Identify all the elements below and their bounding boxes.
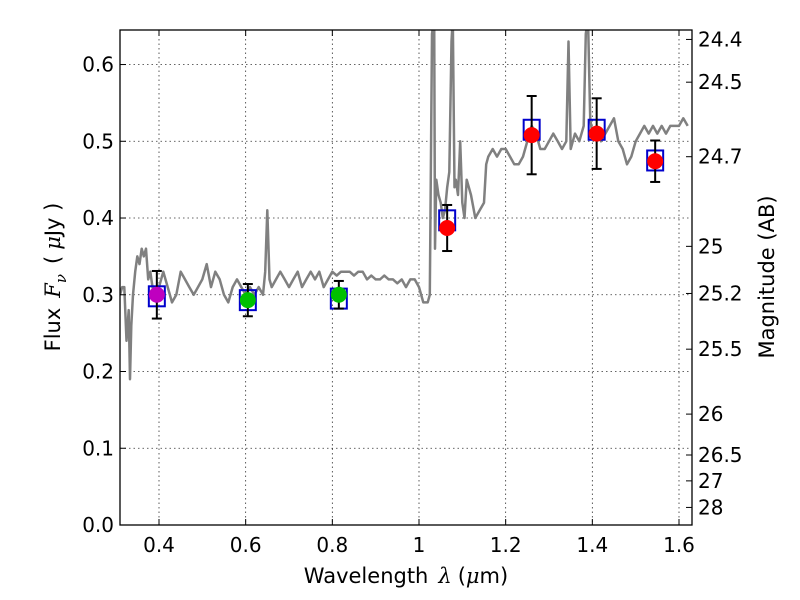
photometry-point [329,279,348,310]
observed-flux-marker [647,153,664,170]
photometry-layer [147,95,665,320]
observed-flux-marker [523,127,540,144]
observed-flux-marker [588,125,605,142]
grid-lines [120,30,692,526]
x-axis-title: Wavelength λ (μm) [304,564,508,588]
y-tick-label: 0.6 [82,53,114,77]
y-axis-unit-rest: Jy ) [41,203,65,239]
x-tick-label: 1.4 [576,533,608,557]
y-axis-paren-open: ( [41,256,65,264]
y-tick-label: 0.5 [82,129,114,153]
mag-tick-label: 26.5 [698,443,743,467]
y-tick-label: 0.0 [82,513,114,537]
observed-flux-marker [148,286,165,303]
photometry-point [147,269,166,320]
mag-tick-label: 25 [698,234,723,258]
y-tick-label: 0.1 [82,436,114,460]
mag-tick-label: 28 [698,495,723,519]
photometry-point [438,203,457,253]
x-axis-lambda: λ [437,564,451,588]
observed-flux-marker [439,220,456,236]
photometry-point [522,95,541,176]
y-tick-label: 0.3 [82,283,114,307]
observed-flux-marker [239,292,256,309]
x-tick-label: 1 [413,533,426,557]
y-tick-label: 0.2 [82,360,114,384]
y-axis-mu: μ [41,236,65,250]
y-axis-symbol-f: F [41,282,65,299]
y2-axis-title: Magnitude (AB) [755,195,779,358]
mag-tick-label: 24.4 [698,27,743,51]
x-tick-label: 1.2 [490,533,522,557]
mag-tick-label: 25.5 [698,337,743,361]
y-axis-title: Flux Fν ( μJy ) [41,203,70,352]
model-spectrum-layer [120,30,689,381]
y-axis-symbol-nu: ν [52,274,70,283]
x-axis-paren-open: ( [458,564,466,588]
mag-tick-label: 27 [698,469,723,493]
x-tick-label: 0.8 [316,533,348,557]
mag-tick-label: 26 [698,402,723,426]
x-axis-title-prefix: Wavelength [304,564,429,588]
photometry-point [587,97,606,170]
photometry-point [238,283,257,318]
x-axis-unit-rest: m) [480,564,509,588]
observed-flux-marker [330,286,347,303]
plot-frame [119,29,693,526]
mag-tick-label: 24.5 [698,70,743,94]
x-axis-mu: μ [466,564,480,588]
axis-ticks: 0.4 0.6 0.8 1 1.2 1.4 1.6 0.0 0.1 0.2 0.3 0.4 0.5 0.6… [82,27,742,557]
model-spectrum-line [120,30,689,381]
y-axis-title-prefix: Flux [41,308,65,352]
x-tick-label: 0.6 [230,533,262,557]
mag-tick-label: 25.2 [698,281,743,305]
x-tick-label: 0.4 [143,533,175,557]
mag-tick-label: 24.7 [698,145,743,169]
y-tick-label: 0.4 [82,206,114,230]
photometry-point [646,139,665,183]
x-tick-label: 1.6 [663,533,695,557]
